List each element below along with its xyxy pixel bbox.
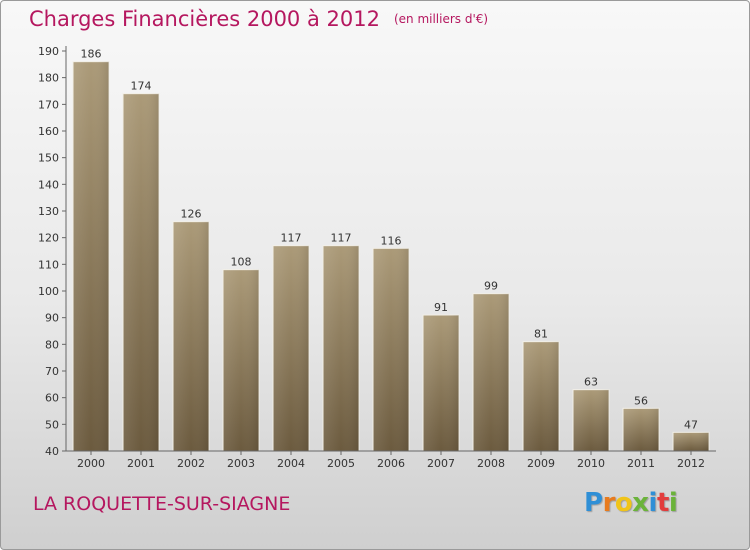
bar-shine (223, 269, 259, 451)
x-tick-label: 2002 (177, 457, 205, 470)
bar-shine (273, 245, 309, 451)
x-tick-label: 2010 (577, 457, 605, 470)
bar-shine (523, 341, 559, 451)
data-label: 81 (534, 328, 548, 341)
data-label: 117 (331, 232, 352, 245)
x-tick-label: 2004 (277, 457, 305, 470)
bar-shine (673, 432, 709, 451)
y-tick-label: 50 (45, 418, 59, 431)
data-label: 174 (131, 80, 152, 93)
bar-shine (173, 221, 209, 451)
bar-shine (423, 315, 459, 451)
y-tick-label: 60 (45, 392, 59, 405)
y-tick-label: 140 (38, 178, 59, 191)
data-label: 99 (484, 280, 498, 293)
x-tick-label: 2005 (327, 457, 355, 470)
bar-shine (623, 408, 659, 451)
bar-shine (373, 248, 409, 451)
data-label: 91 (434, 301, 448, 314)
data-label: 126 (181, 208, 202, 221)
y-tick-label: 100 (38, 285, 59, 298)
y-tick-label: 90 (45, 312, 59, 325)
chart-title: Charges Financières 2000 à 2012 (en milli… (29, 7, 489, 31)
logo-letter: P (584, 488, 603, 518)
x-tick-label: 2011 (627, 457, 655, 470)
x-tick-label: 2003 (227, 457, 255, 470)
y-tick-label: 150 (38, 152, 59, 165)
data-label: 117 (281, 232, 302, 245)
data-label: 47 (684, 418, 698, 431)
y-tick-label: 170 (38, 98, 59, 111)
logo-letter: o (614, 488, 633, 518)
x-tick-label: 2007 (427, 457, 455, 470)
x-tick-label: 2008 (477, 457, 505, 470)
x-tick-label: 2009 (527, 457, 555, 470)
y-tick-label: 130 (38, 205, 59, 218)
x-tick-label: 2006 (377, 457, 405, 470)
data-label: 63 (584, 376, 598, 389)
y-tick-label: 40 (45, 445, 59, 458)
x-tick-label: 2001 (127, 457, 155, 470)
x-axis: 2000 2001 2002 2003 2004 2005 2006 2007 2008 2009… (66, 450, 716, 470)
y-tick-label: 160 (38, 125, 59, 138)
bars: 186 174 126 108 117 117 116 91 99 81 63 56 47 (72, 48, 710, 452)
y-axis: 40 50 60 70 80 90 100 110 120 130 140 150 160 170 180 1… (38, 45, 67, 458)
x-tick-label: 2012 (677, 457, 705, 470)
data-label: 108 (231, 256, 252, 269)
commune-name: LA ROQUETTE-SUR-SIAGNE (33, 493, 291, 515)
logo-letter: r (602, 488, 616, 518)
data-label: 186 (81, 48, 102, 61)
bar-shine (323, 245, 359, 451)
y-tick-label: 80 (45, 338, 59, 351)
y-tick-label: 180 (38, 72, 59, 85)
y-tick-label: 190 (38, 45, 59, 58)
logo-letter: i (668, 488, 678, 518)
bar-shine (573, 389, 609, 451)
y-tick-label: 120 (38, 232, 59, 245)
y-tick-label: 70 (45, 365, 59, 378)
proxiti-logo: Proxiti (584, 488, 678, 518)
data-label: 56 (634, 394, 648, 407)
data-label: 116 (381, 234, 402, 247)
y-tick-label: 110 (38, 258, 59, 271)
bar-shine (73, 61, 109, 452)
logo-letter: t (656, 488, 669, 518)
logo-letter: x (632, 488, 649, 518)
bar-shine (123, 93, 159, 452)
chart-subtitle: (en milliers d'€) (393, 12, 489, 26)
x-tick-label: 2000 (77, 457, 105, 470)
bar-shine (473, 293, 509, 451)
logo-letter: i (648, 488, 658, 518)
